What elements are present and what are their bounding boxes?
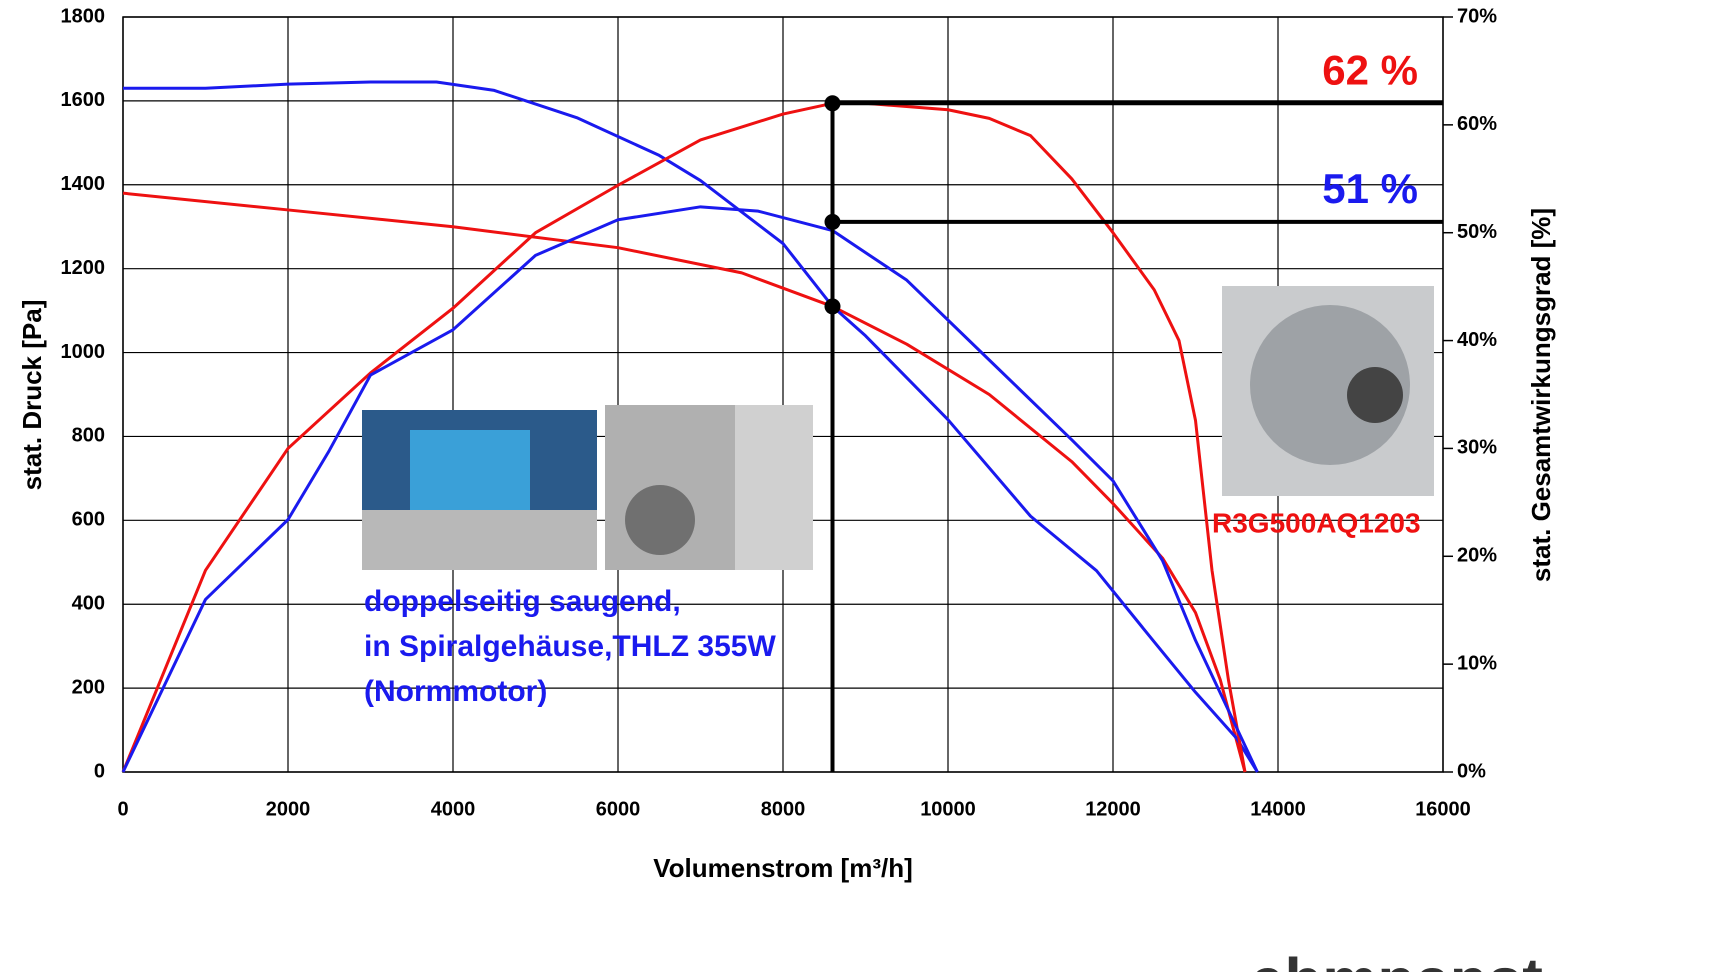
series-line [121, 101, 1247, 773]
y-tick-label: 600 [72, 509, 105, 531]
y-tick-label: 1600 [61, 89, 106, 111]
x-tick-label: 6000 [596, 798, 641, 820]
x-tick-label: 8000 [761, 798, 806, 820]
y-tick-label: 1200 [61, 257, 106, 279]
y-tick-label: 1800 [61, 5, 106, 27]
x-tick-label: 0 [117, 798, 128, 820]
y-tick-label: 0 [94, 760, 105, 782]
x-tick-label: 12000 [1085, 798, 1141, 820]
y-axis-title: stat. Druck [Pa] [17, 300, 47, 491]
y-tick-label: 1000 [61, 341, 106, 363]
operating-marker [824, 298, 841, 315]
photo-detail [735, 405, 813, 570]
annotation: in Spiralgehäuse,THLZ 355W [364, 630, 776, 663]
y2-tick-label: 60% [1457, 113, 1497, 135]
photo-detail [362, 510, 597, 570]
annotation: doppelseitig saugend, [364, 585, 681, 618]
y2-tick-label: 30% [1457, 437, 1497, 459]
y2-tick-label: 40% [1457, 329, 1497, 351]
x-tick-label: 10000 [920, 798, 976, 820]
x-tick-label: 2000 [266, 798, 311, 820]
y2-tick-label: 10% [1457, 652, 1497, 674]
plot-frame [122, 16, 1444, 773]
reference-label: 51 % [1322, 165, 1418, 212]
x-tick-label: 14000 [1250, 798, 1306, 820]
photo-detail [1250, 305, 1410, 465]
photo-detail [1347, 367, 1403, 423]
y-tick-label: 400 [72, 593, 105, 615]
logo: ebmpapst [1250, 946, 1543, 972]
y2-tick-label: 50% [1457, 221, 1497, 243]
operating-marker [824, 95, 841, 112]
y-tick-label: 800 [72, 425, 105, 447]
y2-tick-label: 70% [1457, 5, 1497, 27]
y2-axis-title: stat. Gesamtwirkungsgrad [%] [1526, 208, 1556, 582]
x-axis-title: Volumenstrom [m³/h] [653, 853, 913, 883]
reference-label: 62 % [1322, 46, 1418, 93]
y2-tick-label: 20% [1457, 545, 1497, 567]
annotation: R3G500AQ1203 [1212, 507, 1421, 538]
x-tick-label: 16000 [1415, 798, 1471, 820]
series-line [122, 191, 1247, 773]
annotation: (Normmotor) [364, 675, 547, 708]
photo-detail [625, 485, 695, 555]
x-tick-label: 4000 [431, 798, 476, 820]
series-line [123, 80, 1259, 773]
photo-detail [410, 430, 530, 520]
y2-tick-label: 0% [1457, 760, 1486, 782]
series-line [121, 205, 1259, 773]
operating-marker [824, 213, 841, 230]
y-tick-label: 1400 [61, 173, 106, 195]
y-tick-label: 200 [72, 676, 105, 698]
